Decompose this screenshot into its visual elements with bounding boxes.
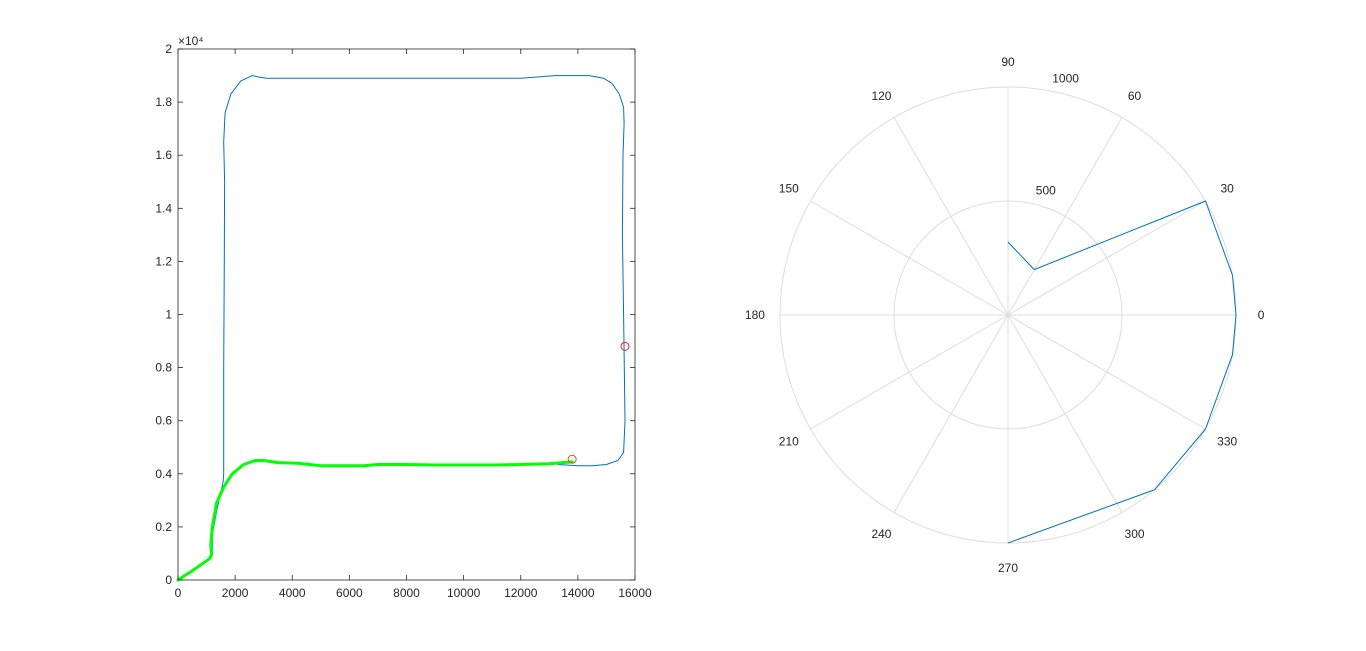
theta-tick-label: 270 [998, 561, 1018, 575]
polar-grid-spoke [1007, 200, 1206, 316]
y-tick-label: 0.8 [155, 361, 172, 375]
theta-tick-label: 300 [1125, 527, 1145, 541]
y-tick-label: 0.6 [155, 414, 172, 428]
y-tick-label: 0 [165, 573, 172, 587]
theta-tick-label: 60 [1128, 89, 1142, 103]
y-tick-label: 1.6 [155, 148, 172, 162]
x-tick-label: 14000 [561, 586, 595, 600]
y-tick-label: 0.4 [155, 467, 172, 481]
theta-tick-label: 90 [1001, 55, 1015, 69]
y-tick-label: 1.4 [155, 201, 172, 215]
theta-tick-label: 330 [1217, 435, 1237, 449]
y-exponent-label: ×10⁴ [178, 34, 204, 48]
polar-grid-spoke [1007, 314, 1206, 430]
plot-area [177, 48, 636, 581]
r-tick-label: 500 [1036, 184, 1056, 198]
orange-marker [567, 454, 577, 464]
y-tick-label: 2 [165, 42, 172, 56]
theta-tick-label: 120 [871, 89, 891, 103]
theta-tick-label: 30 [1220, 181, 1234, 195]
theta-tick-label: 180 [745, 308, 765, 322]
polar-series-line [1007, 200, 1237, 544]
theta-tick-label: 0 [1258, 308, 1265, 322]
track-line [176, 459, 574, 582]
x-tick-label: 4000 [279, 586, 306, 600]
polar-grid-spoke [1007, 117, 1123, 316]
red-marker [620, 341, 630, 351]
theta-tick-label: 240 [871, 527, 891, 541]
x-tick-label: 16000 [618, 586, 652, 600]
x-tick-label: 6000 [336, 586, 363, 600]
y-tick-label: 1.8 [155, 95, 172, 109]
polar-grid-spoke [810, 200, 1009, 316]
polar-axes: 0 30 60 90 120 150 180 210 240 270 300 330 500 1000 [745, 55, 1265, 575]
x-tick-label: 12000 [504, 586, 538, 600]
x-tick-label: 10000 [447, 586, 481, 600]
data-markers [567, 341, 630, 464]
x-ticks: 0 2000 4000 6000 8000 10000 12000 14000 16000 [175, 49, 652, 600]
polar-grid-spoke [810, 314, 1009, 430]
x-tick-label: 8000 [393, 586, 420, 600]
y-tick-label: 1 [165, 308, 172, 322]
y-tick-label: 0.2 [155, 520, 172, 534]
cartesian-axes: 0 2000 4000 6000 8000 10000 12000 14000 16000 00… [155, 34, 652, 600]
polar-data-line [1007, 200, 1237, 544]
polar-grid-spoke [893, 314, 1009, 513]
r-tick-label: 1000 [1052, 71, 1079, 85]
polar-grid-spoke [893, 117, 1009, 316]
polar-grid-spoke [1007, 314, 1123, 513]
x-tick-label: 0 [175, 586, 182, 600]
theta-tick-label: 150 [779, 181, 799, 195]
x-tick-label: 2000 [222, 586, 249, 600]
y-ticks: 0 0.2 0.4 0.6 0.8 1 1.2 1.4 1.6 1.8 2 [155, 42, 635, 587]
theta-tick-label: 210 [779, 435, 799, 449]
polar-labels: 0 30 60 90 120 150 180 210 240 270 300 330 500 1000 [745, 55, 1265, 575]
y-tick-label: 1.2 [155, 254, 172, 268]
